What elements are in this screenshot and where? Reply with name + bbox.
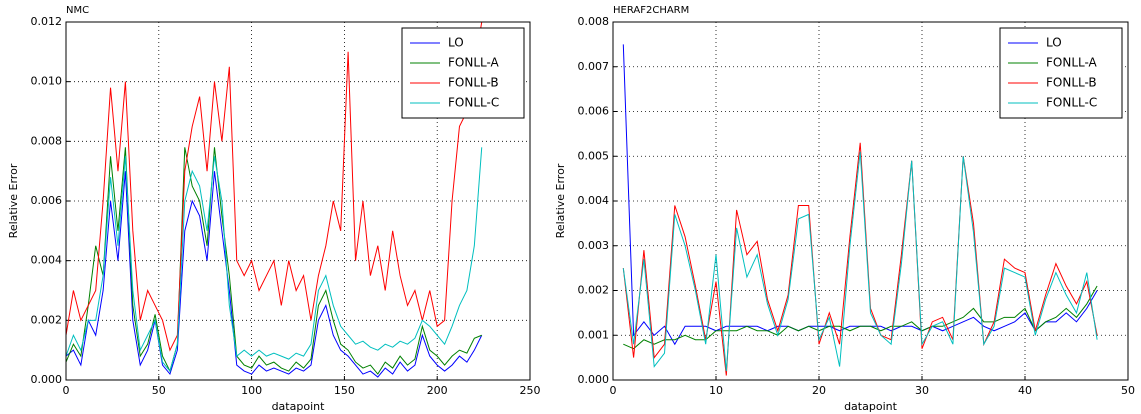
y-tick-label: 0.004 [578, 194, 610, 207]
legend-label: FONLL-A [448, 56, 500, 70]
legend-label: LO [448, 36, 464, 50]
chart-title: NMC [66, 5, 89, 16]
y-tick-label: 0.006 [31, 194, 63, 207]
legend-label: FONLL-C [448, 96, 499, 110]
legend-label: LO [1046, 36, 1062, 50]
x-tick-label: 20 [812, 384, 826, 397]
y-axis-label: Relative Error [7, 163, 20, 238]
x-tick-label: 10 [709, 384, 723, 397]
legend-label: FONLL-A [1046, 56, 1098, 70]
y-tick-label: 0.006 [578, 105, 610, 118]
series-line [622, 151, 1098, 372]
x-tick-label: 40 [1018, 384, 1032, 397]
x-tick-label: 150 [334, 384, 355, 397]
y-tick-label: 0.008 [31, 134, 63, 147]
legend-label: FONLL-C [1046, 96, 1097, 110]
x-tick-label: 50 [1121, 384, 1135, 397]
plot-frame [65, 21, 531, 381]
legend-label: FONLL-B [1046, 76, 1097, 90]
y-tick-label: 0.008 [578, 15, 610, 28]
y-tick-label: 0.001 [578, 328, 610, 341]
x-tick-label: 30 [915, 384, 929, 397]
x-axis-label: datapoint [272, 400, 326, 413]
y-tick-label: 0.000 [31, 373, 63, 386]
series-line [623, 285, 1098, 350]
y-tick-label: 0.012 [31, 15, 63, 28]
y-tick-label: 0.003 [578, 239, 610, 252]
series-line [66, 22, 483, 352]
y-tick-label: 0.010 [31, 75, 63, 88]
x-tick-label: 0 [63, 384, 70, 397]
x-axis-label: datapoint [844, 400, 898, 413]
x-tick-label: 0 [610, 384, 617, 397]
y-tick-label: 0.000 [578, 373, 610, 386]
series-line [622, 142, 1098, 376]
y-tick-label: 0.005 [578, 149, 610, 162]
series-line [66, 147, 482, 375]
y-axis-label: Relative Error [554, 163, 567, 238]
plot-frame [612, 21, 1129, 381]
legend-label: FONLL-B [448, 76, 499, 90]
chart-title: HERAF2CHARM [613, 5, 689, 16]
y-tick-label: 0.002 [31, 313, 63, 326]
series-line [66, 147, 483, 373]
x-tick-label: 100 [241, 384, 262, 397]
x-tick-label: 50 [152, 384, 166, 397]
x-tick-label: 200 [427, 384, 448, 397]
series-line [66, 171, 483, 378]
x-tick-label: 250 [520, 384, 541, 397]
y-tick-label: 0.004 [31, 254, 63, 267]
y-tick-label: 0.002 [578, 284, 610, 297]
y-tick-label: 0.007 [578, 60, 610, 73]
